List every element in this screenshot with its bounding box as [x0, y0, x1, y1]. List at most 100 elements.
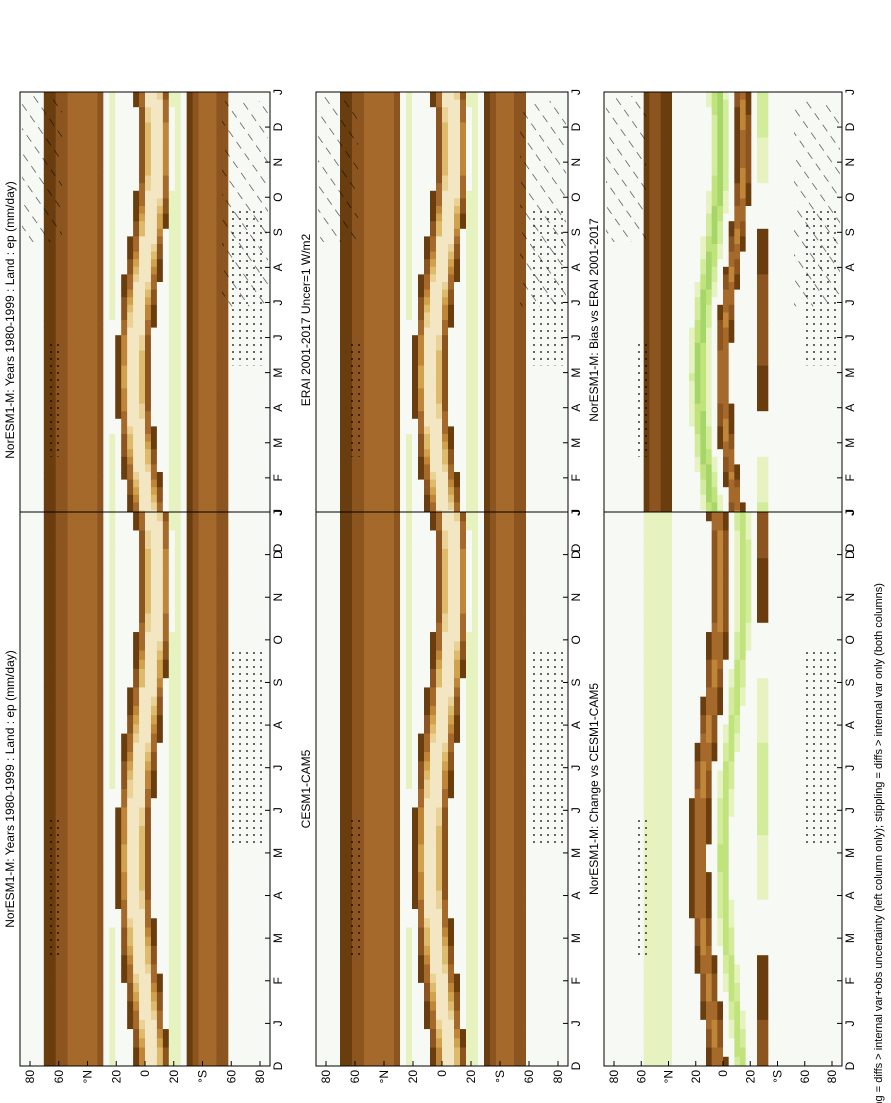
field-cell [258, 464, 265, 473]
field-cell [79, 175, 86, 184]
field-cell [73, 936, 80, 947]
field-cell [156, 715, 164, 725]
field-cell [168, 92, 176, 100]
field-cell [121, 297, 128, 306]
field-cell [180, 297, 188, 306]
field-cell [20, 807, 27, 818]
field-cell [145, 350, 152, 359]
field-cell [61, 274, 69, 283]
field-cell [234, 844, 241, 855]
field-cell [49, 632, 57, 642]
field-cell [31, 456, 39, 465]
field-cell [258, 388, 265, 397]
field-cell [204, 259, 211, 268]
field-cell [49, 494, 57, 503]
field-cell [210, 668, 217, 679]
field-cell [252, 502, 259, 511]
field-cell [180, 872, 188, 882]
field-cell [61, 853, 69, 864]
field-cell [210, 221, 217, 230]
month-tick-label: S [271, 228, 285, 236]
field-cell [61, 890, 69, 901]
field-cell [103, 945, 110, 956]
field-cell [37, 705, 45, 716]
field-cell [103, 373, 110, 382]
field-cell [210, 862, 217, 873]
field-cell [20, 733, 27, 744]
field-cell [133, 770, 140, 781]
field-cell [156, 327, 164, 336]
month-tick-label: M [271, 438, 285, 448]
field-cell [198, 145, 205, 154]
field-cell [180, 613, 188, 624]
field-cell [103, 1019, 110, 1030]
field-cell [91, 678, 98, 688]
field-cell [67, 668, 74, 679]
field-cell [25, 558, 33, 568]
field-cell [115, 724, 122, 734]
field-cell [180, 558, 188, 568]
field-cell [121, 434, 128, 442]
field-cell [20, 373, 27, 382]
field-cell [204, 411, 211, 420]
field-cell [73, 259, 80, 268]
field-cell [222, 613, 229, 624]
field-cell [204, 955, 211, 965]
field-cell [109, 304, 116, 313]
month-tick-label: J [271, 299, 285, 305]
field-cell [162, 687, 170, 698]
field-cell [174, 770, 182, 781]
field-cell [133, 365, 140, 374]
field-cell [97, 312, 104, 321]
field-cell [222, 327, 229, 336]
field-cell [168, 641, 176, 651]
field-cell [222, 494, 229, 503]
field-cell [192, 168, 199, 176]
field-cell [85, 434, 92, 442]
field-cell [210, 613, 217, 624]
field-cell [216, 122, 223, 131]
field-cell [222, 668, 229, 679]
field-cell [20, 715, 27, 725]
field-cell [97, 909, 104, 919]
field-cell [198, 244, 205, 252]
field-cell [180, 388, 188, 397]
field-cell [25, 992, 33, 1002]
field-cell [246, 494, 253, 503]
field-cell [145, 835, 152, 845]
field-cell [121, 130, 128, 138]
field-cell [115, 221, 122, 230]
field-cell [145, 206, 152, 214]
field-cell [210, 835, 217, 845]
field-cell [91, 358, 98, 366]
field-cell [198, 107, 205, 116]
field-cell [186, 789, 194, 799]
field-cell [67, 244, 74, 252]
field-cell [150, 724, 158, 734]
field-cell [73, 456, 80, 465]
field-cell [162, 122, 170, 131]
field-cell [145, 411, 152, 420]
field-cell [156, 807, 164, 818]
field-cell [150, 130, 158, 138]
field-cell [91, 521, 98, 531]
field-cell [20, 964, 27, 975]
field-cell [103, 190, 110, 199]
field-cell [67, 160, 74, 169]
field-cell [174, 99, 182, 108]
field-cell [85, 539, 92, 550]
field-cell [156, 899, 164, 910]
field-cell [139, 595, 146, 605]
field-cell [55, 327, 63, 336]
field-cell [121, 927, 128, 938]
field-cell [252, 487, 259, 496]
field-cell [162, 479, 170, 488]
field-cell [55, 304, 63, 313]
field-cell [186, 396, 194, 404]
field-cell [109, 844, 116, 855]
field-cell [91, 441, 98, 450]
field-cell [91, 236, 98, 245]
field-cell [133, 251, 140, 260]
field-cell [204, 251, 211, 260]
field-cell [222, 678, 229, 688]
